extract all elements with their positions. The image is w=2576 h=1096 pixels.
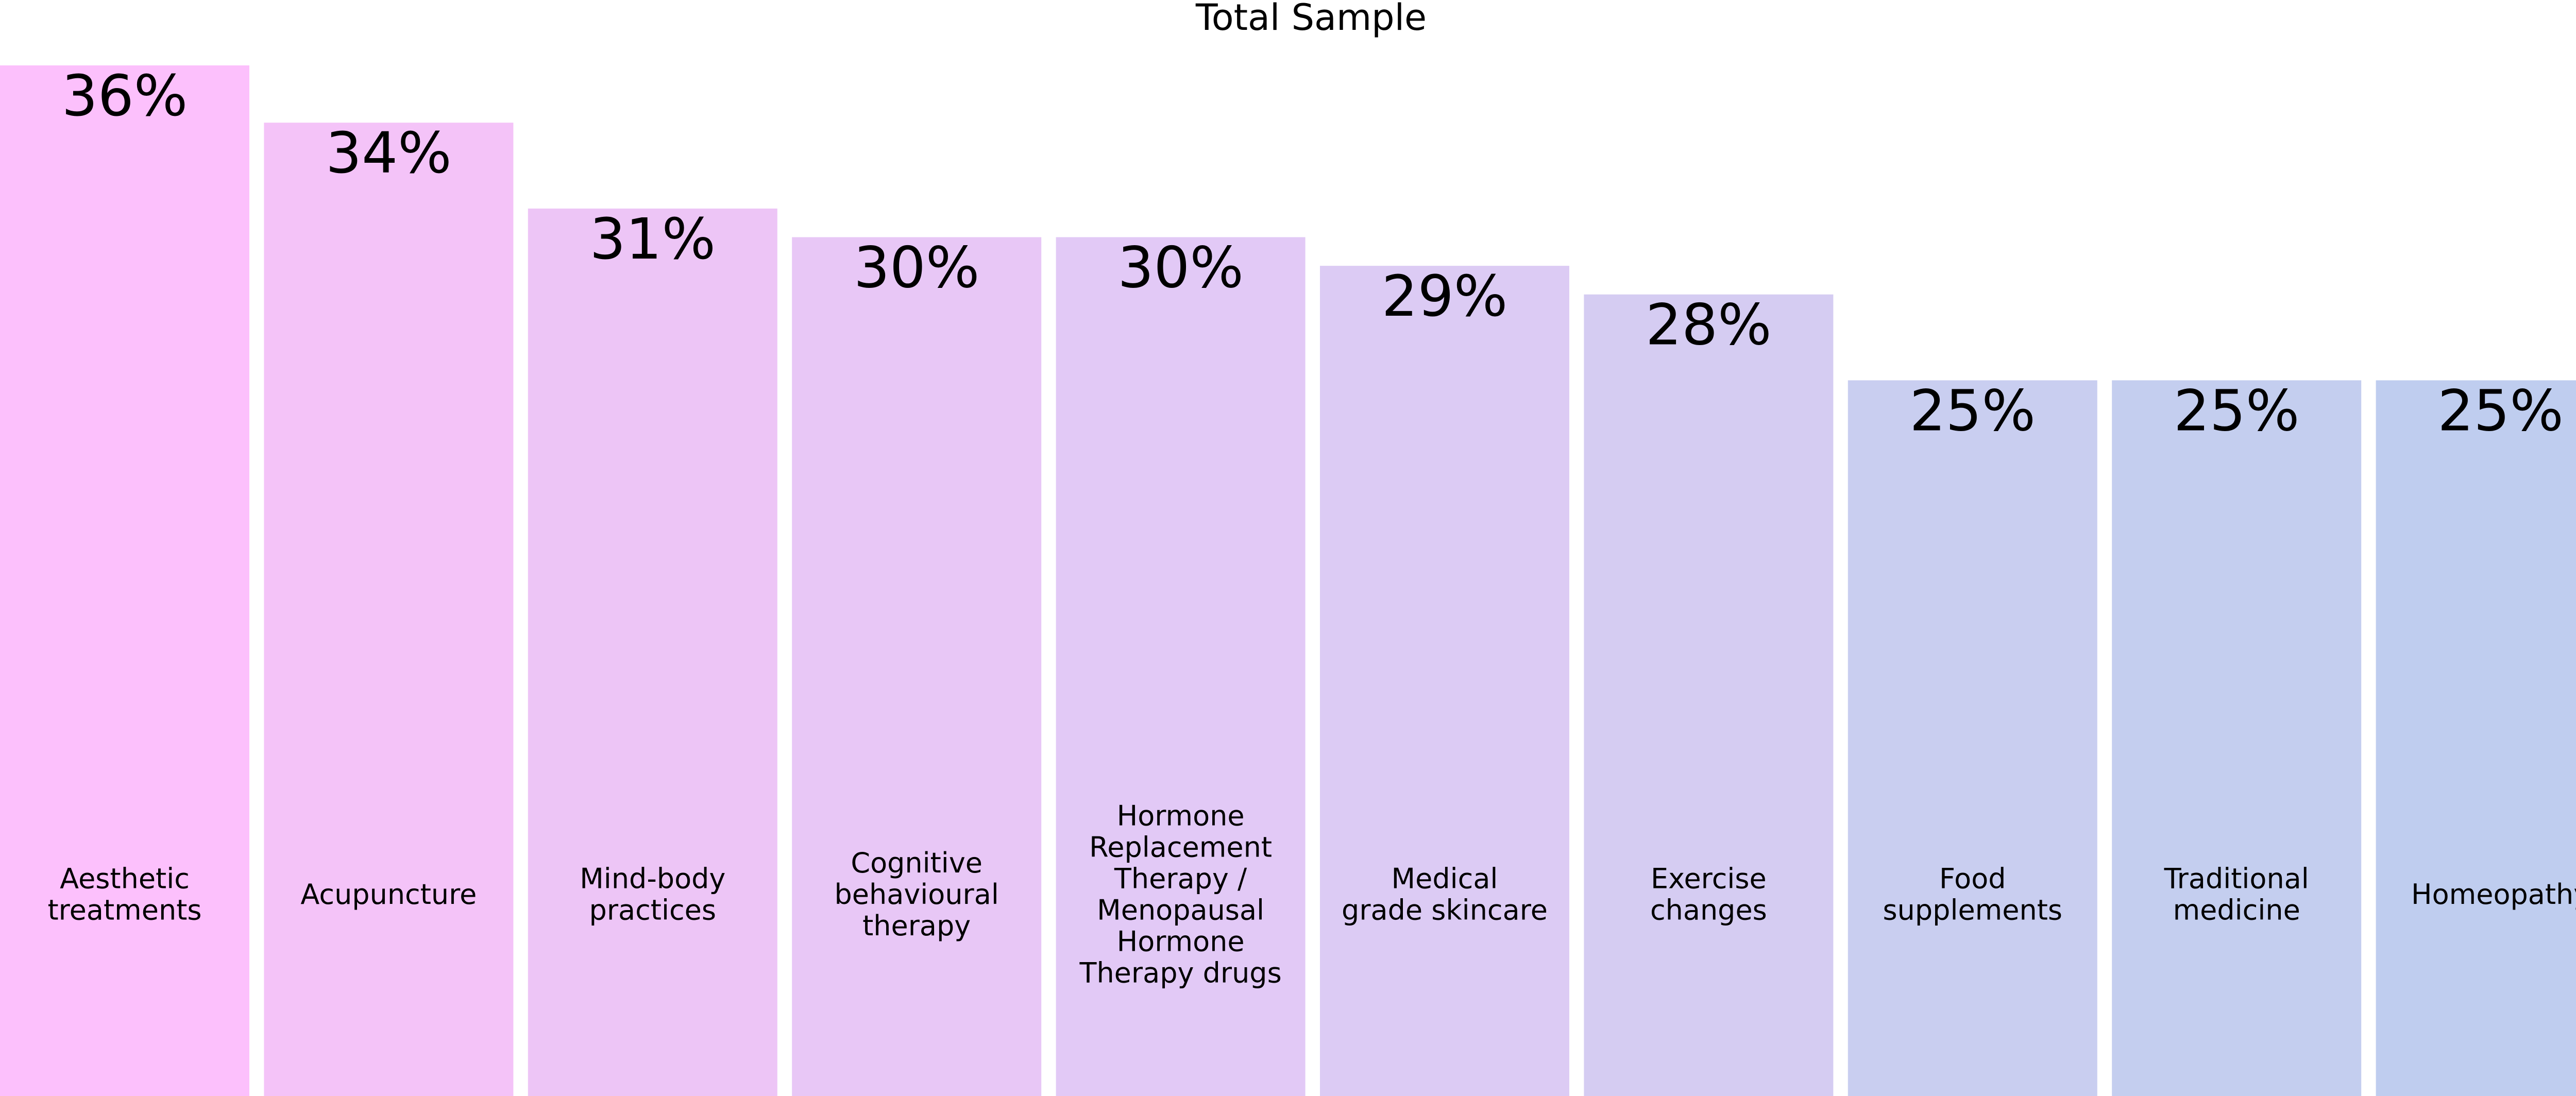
category-label-2: Mind-body practices [580,863,725,927]
value-label-1: 34% [326,120,452,186]
category-label-8: Traditional medicine [2164,863,2309,927]
category-label-9: Homeopathy [2411,878,2576,911]
value-label-2: 31% [590,206,716,272]
bar-2 [528,208,777,1096]
category-label-9-line-0: Homeopathy [2411,878,2576,911]
category-label-5-line-0: Medical [1392,863,1498,895]
value-label-8: 25% [2174,378,2300,443]
bar-9 [2376,380,2576,1096]
bar-3 [792,237,1042,1096]
category-label-4-line-1: Replacement [1089,831,1272,864]
category-label-3-line-1: behavioural [835,878,999,911]
category-label-6: Exercise changes [1650,863,1767,927]
category-label-0-line-1: treatments [47,894,201,927]
category-label-3-line-0: Cognitive [851,847,982,879]
bar-1 [264,123,514,1096]
category-label-7-line-0: Food [1939,863,2006,895]
bar-7 [1848,380,2097,1096]
category-label-4-line-4: Hormone [1117,926,1245,958]
category-label-1-line-0: Acupuncture [300,878,477,911]
bar-8 [2112,380,2362,1096]
category-label-4-line-3: Menopausal [1097,894,1264,927]
category-label-4-line-2: Therapy / [1114,863,1247,895]
category-label-7: Food supplements [1883,863,2063,927]
value-label-0: 36% [62,63,188,129]
bar-0 [0,65,249,1096]
category-label-8-line-1: medicine [2173,894,2300,927]
value-label-6: 28% [1646,292,1772,358]
bar-5 [1320,266,1569,1096]
category-label-7-line-1: supplements [1883,894,2063,927]
value-label-9: 25% [2437,378,2564,443]
category-label-4: Hormone Replacement Therapy / Menopausal Hor… [1079,800,1281,989]
category-label-2-line-0: Mind-body [580,863,725,895]
bar-4 [1056,237,1306,1096]
category-label-0: Aesthetic treatments [47,863,201,927]
category-label-8-line-0: Traditional [2164,863,2309,895]
value-label-3: 30% [854,235,980,301]
category-label-3-line-2: therapy [862,910,971,942]
category-label-5-line-1: grade skincare [1342,894,1548,927]
chart-title: Total Sample [1195,0,1427,39]
category-label-0-line-0: Aesthetic [60,863,190,895]
category-label-4-line-0: Hormone [1117,800,1245,832]
value-label-4: 30% [1117,235,1244,301]
category-label-6-line-0: Exercise [1651,863,1767,895]
category-label-6-line-1: changes [1650,894,1767,927]
category-label-5: Medical grade skincare [1342,863,1548,927]
category-label-4-line-5: Therapy drugs [1079,957,1281,989]
bars-group: 36% Aesthetic treatments 34% Acupuncture 31% M… [0,63,2576,1096]
category-label-3: Cognitive behavioural therapy [835,847,999,942]
category-label-1: Acupuncture [300,878,477,911]
bar-6 [1584,294,1834,1096]
value-label-7: 25% [1910,378,2036,443]
category-label-2-line-1: practices [589,894,716,927]
value-label-5: 29% [1382,263,1508,329]
